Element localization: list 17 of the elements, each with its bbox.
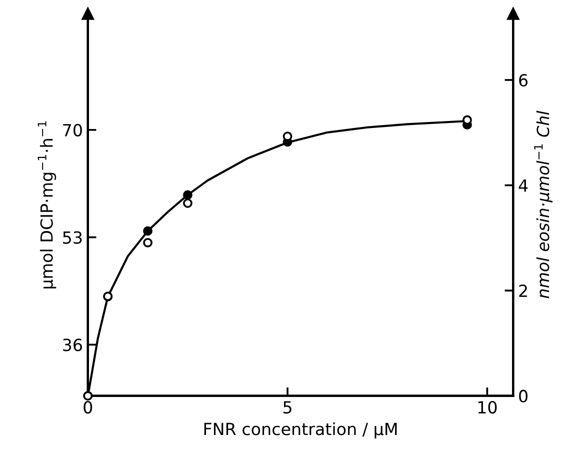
x-tick-label: 0 [84,401,92,414]
y-axis-title: μmol DCIP·mg$^{−1}$·h$^{−1}$ [38,121,56,288]
point [183,198,192,208]
y2-tick-label: 2 [519,284,527,297]
x-tick-label: 10 [478,401,497,414]
y2-tick-label: 0 [519,390,528,402]
x-tick-label: 5 [284,401,292,414]
point [143,226,152,236]
point [143,238,152,248]
y2-tick-label: 6 [519,74,528,87]
y2-axis-title: nmol eosin·μmol$^{−1}$ Chl [534,110,553,298]
x-axis-title: FNR concentration / μM [204,422,397,439]
y2-tick-label: 4 [518,179,528,192]
y-tick-label: 53 [63,231,82,244]
y-tick-label: 70 [63,124,82,136]
point [183,190,192,200]
y-tick-label: 36 [63,338,82,352]
